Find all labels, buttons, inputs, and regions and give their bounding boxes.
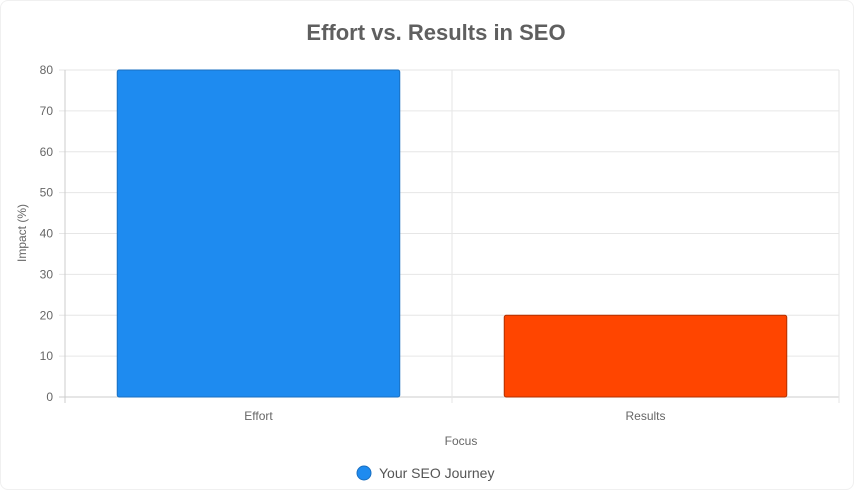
y-tick-label: 10 xyxy=(40,349,54,363)
x-tick-label: Effort xyxy=(244,409,273,423)
bar-effort[interactable] xyxy=(116,69,401,398)
x-axis-label: Focus xyxy=(445,434,478,448)
x-tick-label: Results xyxy=(625,409,665,423)
y-tick-label: 30 xyxy=(40,267,54,281)
y-tick-label: 80 xyxy=(40,63,54,77)
legend-label[interactable]: Your SEO Journey xyxy=(379,465,494,481)
legend-swatch-icon[interactable] xyxy=(356,465,372,481)
y-tick-label: 70 xyxy=(40,104,54,118)
y-tick-label: 20 xyxy=(40,308,54,322)
y-tick-label: 0 xyxy=(46,390,53,404)
y-tick-label: 60 xyxy=(40,145,54,159)
chart-title: Effort vs. Results in SEO xyxy=(306,20,565,45)
legend[interactable]: Your SEO Journey xyxy=(356,465,494,481)
x-axis-ticks: Effort Results xyxy=(244,409,665,423)
y-tick-label: 40 xyxy=(40,227,54,241)
y-axis-label: Impact (%) xyxy=(15,204,29,262)
y-tick-label: 50 xyxy=(40,186,54,200)
bars xyxy=(116,69,788,398)
y-axis-ticks: 0 10 20 30 40 50 60 70 80 xyxy=(40,63,54,404)
bar-results[interactable] xyxy=(503,314,788,398)
